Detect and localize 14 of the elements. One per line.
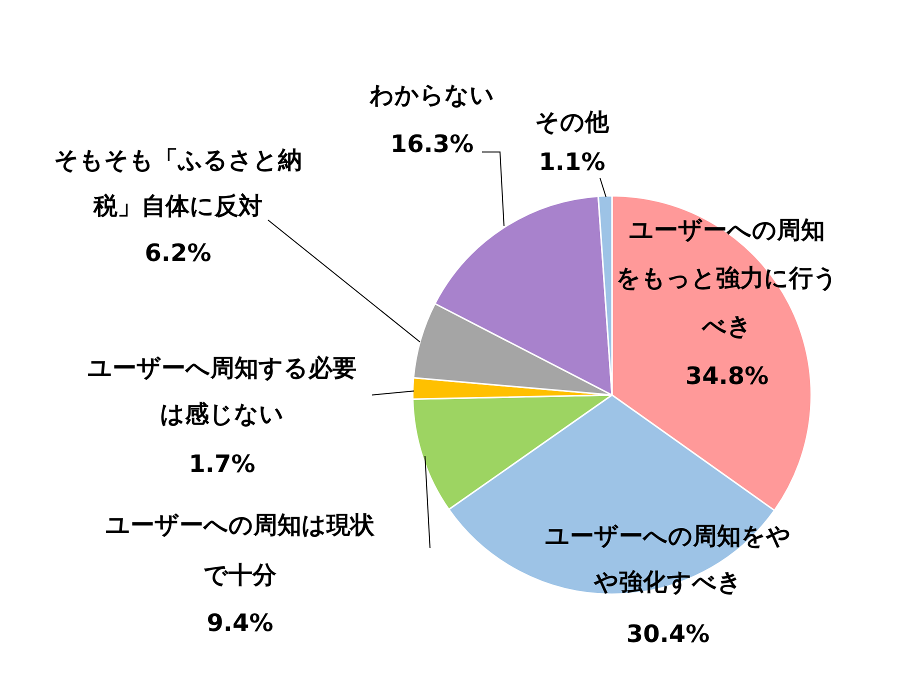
- slice-label: ユーザーへの周知をやや強化すべき: [545, 522, 791, 596]
- data-label: 30.4%: [626, 620, 710, 648]
- slice-label: ユーザーへの周知は現状で十分: [106, 511, 376, 590]
- slice-label: ユーザーへの周知をもっと強力に行うべき: [616, 216, 838, 340]
- slice-label: その他: [535, 108, 610, 136]
- data-label: 1.7%: [188, 450, 256, 478]
- data-label: 1.1%: [538, 148, 606, 176]
- data-label: 16.3%: [390, 130, 474, 158]
- slice-label: ユーザーへ周知する必要は感じない: [88, 354, 356, 428]
- slice-label: わからない: [368, 81, 494, 110]
- data-label: 34.8%: [685, 362, 769, 390]
- slice-label: そもそも「ふるさと納税」自体に反対: [54, 146, 302, 220]
- data-label: 6.2%: [144, 239, 212, 268]
- data-label: 9.4%: [206, 609, 274, 638]
